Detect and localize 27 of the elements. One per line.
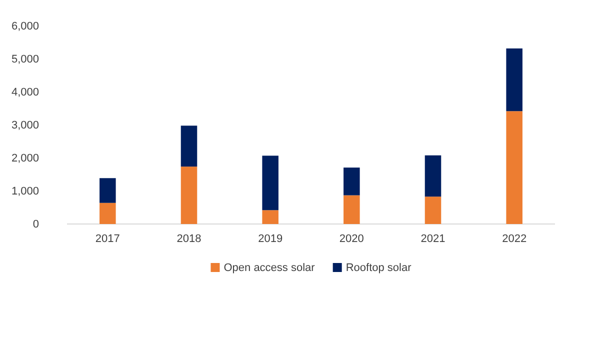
x-tick-label: 2022: [502, 232, 527, 245]
legend-label: Rooftop solar: [346, 262, 412, 274]
x-tick-label: 2018: [176, 232, 202, 245]
y-tick-label: 0: [32, 218, 39, 231]
y-tick-label: 2,000: [11, 152, 39, 165]
x-tick-label: 2017: [95, 232, 120, 245]
bar: [100, 178, 116, 203]
bar: [344, 195, 360, 224]
x-tick-label: 2019: [258, 232, 283, 245]
y-tick-label: 6,000: [11, 20, 39, 33]
y-tick-label: 4,000: [11, 86, 39, 99]
bar: [180, 166, 198, 224]
bar: [262, 156, 278, 210]
x-tick-label: 2021: [420, 232, 446, 245]
y-tick-label: 1,000: [11, 186, 39, 198]
bar: [506, 48, 522, 112]
bar: [424, 155, 442, 197]
bar: [344, 168, 360, 196]
bar: [180, 126, 198, 167]
bar: [424, 196, 442, 224]
bar: [100, 202, 116, 224]
bar: [506, 111, 522, 224]
bar: [262, 210, 278, 224]
x-tick-label: 2020: [339, 232, 364, 245]
legend-label: Open access solar: [224, 262, 316, 274]
y-tick-label: 5,000: [11, 54, 39, 66]
y-tick-label: 3,000: [11, 120, 39, 132]
